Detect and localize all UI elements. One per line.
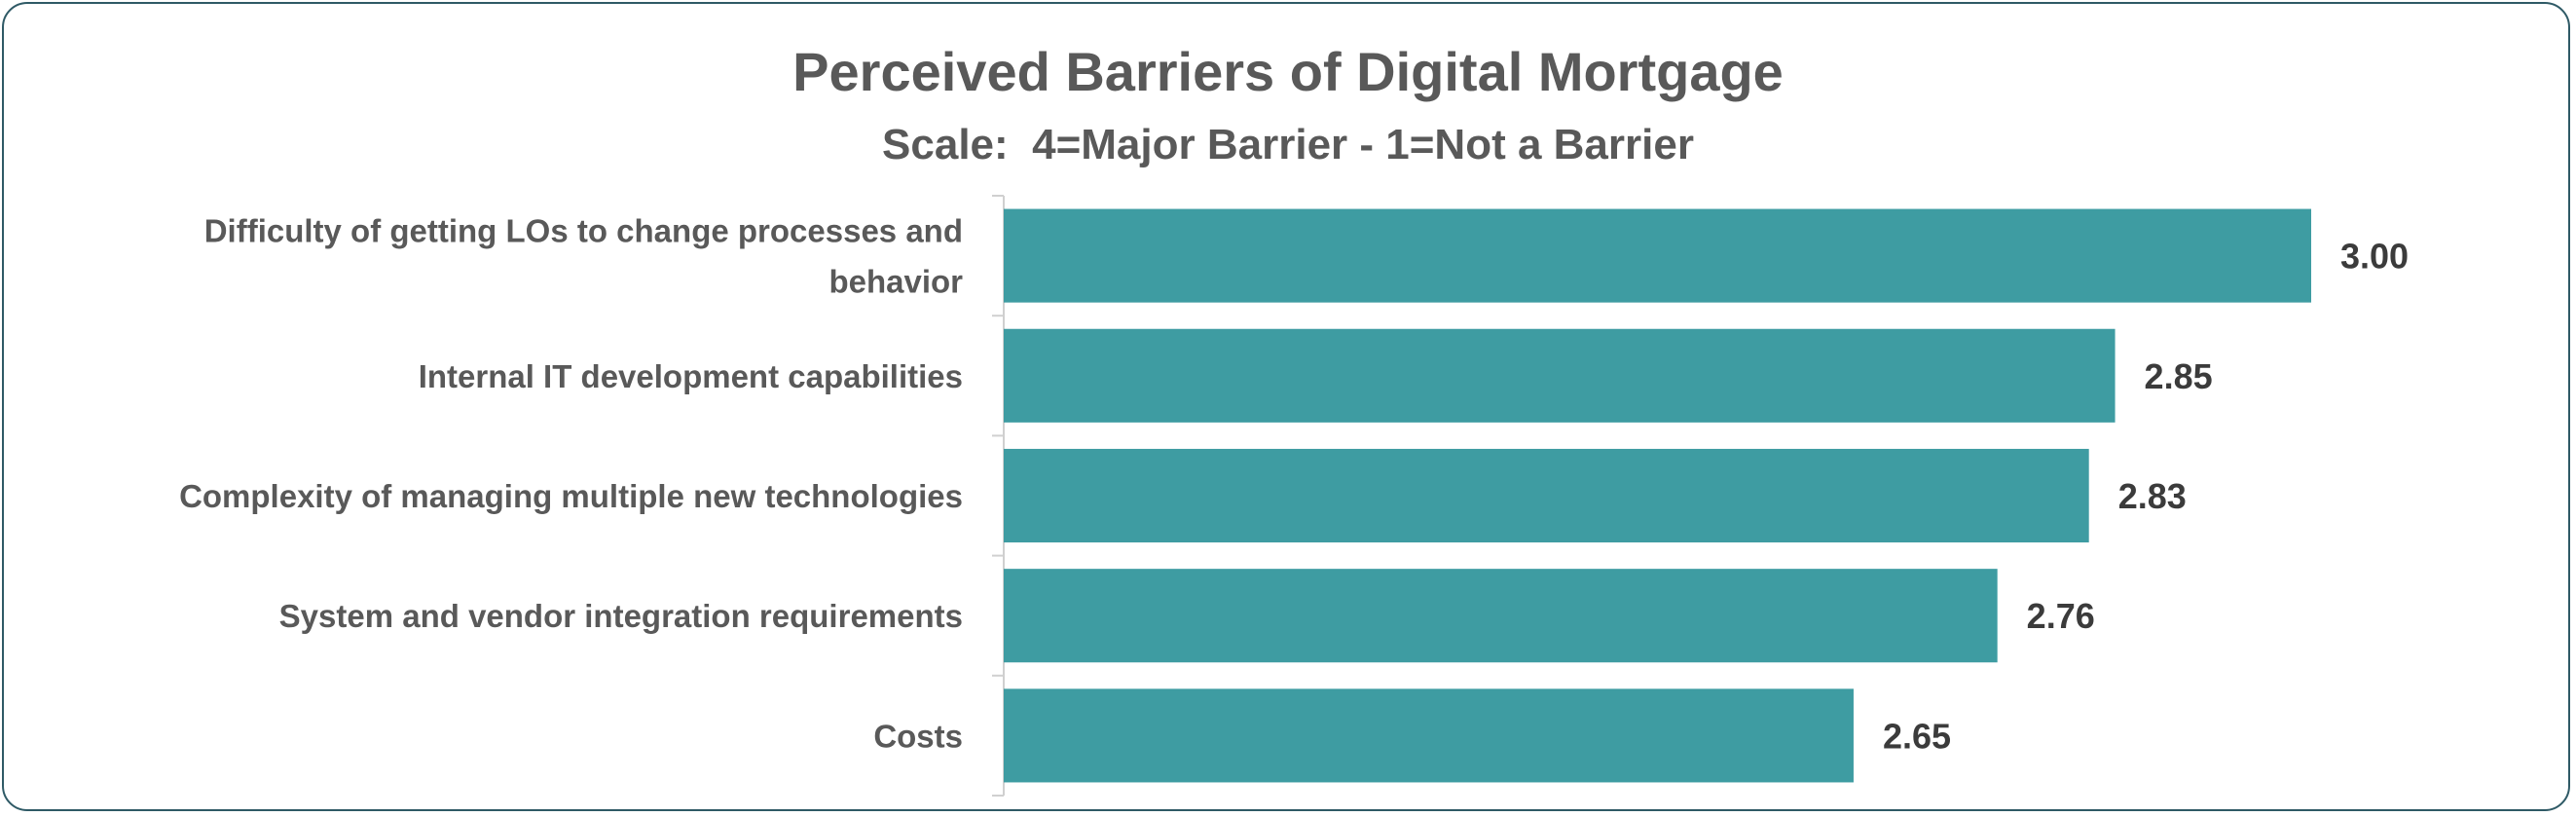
- category-label-line: Difficulty of getting LOs to change proc…: [204, 213, 963, 249]
- category-label-line: behavior: [828, 264, 963, 300]
- data-label: 2.85: [2145, 356, 2213, 396]
- bar: [1004, 688, 1854, 783]
- category-axis: [992, 195, 1005, 797]
- bar: [1004, 208, 2311, 303]
- chart-title: Perceived Barriers of Digital Mortgage: [792, 41, 1784, 102]
- category-label: System and vendor integration requiremen…: [279, 598, 963, 634]
- data-label: 2.65: [1883, 716, 1951, 756]
- data-label: 2.76: [2027, 596, 2095, 636]
- category-label: Complexity of managing multiple new tech…: [179, 478, 963, 514]
- category-label-line: Costs: [873, 718, 963, 754]
- labels: 3.00 Difficulty of getting LOs to change …: [179, 213, 2409, 757]
- category-label: Costs: [873, 718, 963, 754]
- category-label: Internal IT development capabilities: [419, 358, 963, 394]
- bars: [1004, 208, 2311, 783]
- category-label: Difficulty of getting LOs to change proc…: [204, 213, 963, 300]
- category-label-line: System and vendor integration requiremen…: [279, 598, 963, 634]
- data-label: 2.83: [2118, 476, 2187, 516]
- category-label-line: Internal IT development capabilities: [419, 358, 963, 394]
- bar: [1004, 448, 2089, 543]
- bar: [1004, 569, 1998, 663]
- category-label-line: Complexity of managing multiple new tech…: [179, 478, 963, 514]
- chart-subtitle: Scale: 4=Major Barrier - 1=Not a Barrier: [882, 121, 1694, 168]
- data-label: 3.00: [2340, 237, 2409, 277]
- bar: [1004, 328, 2116, 423]
